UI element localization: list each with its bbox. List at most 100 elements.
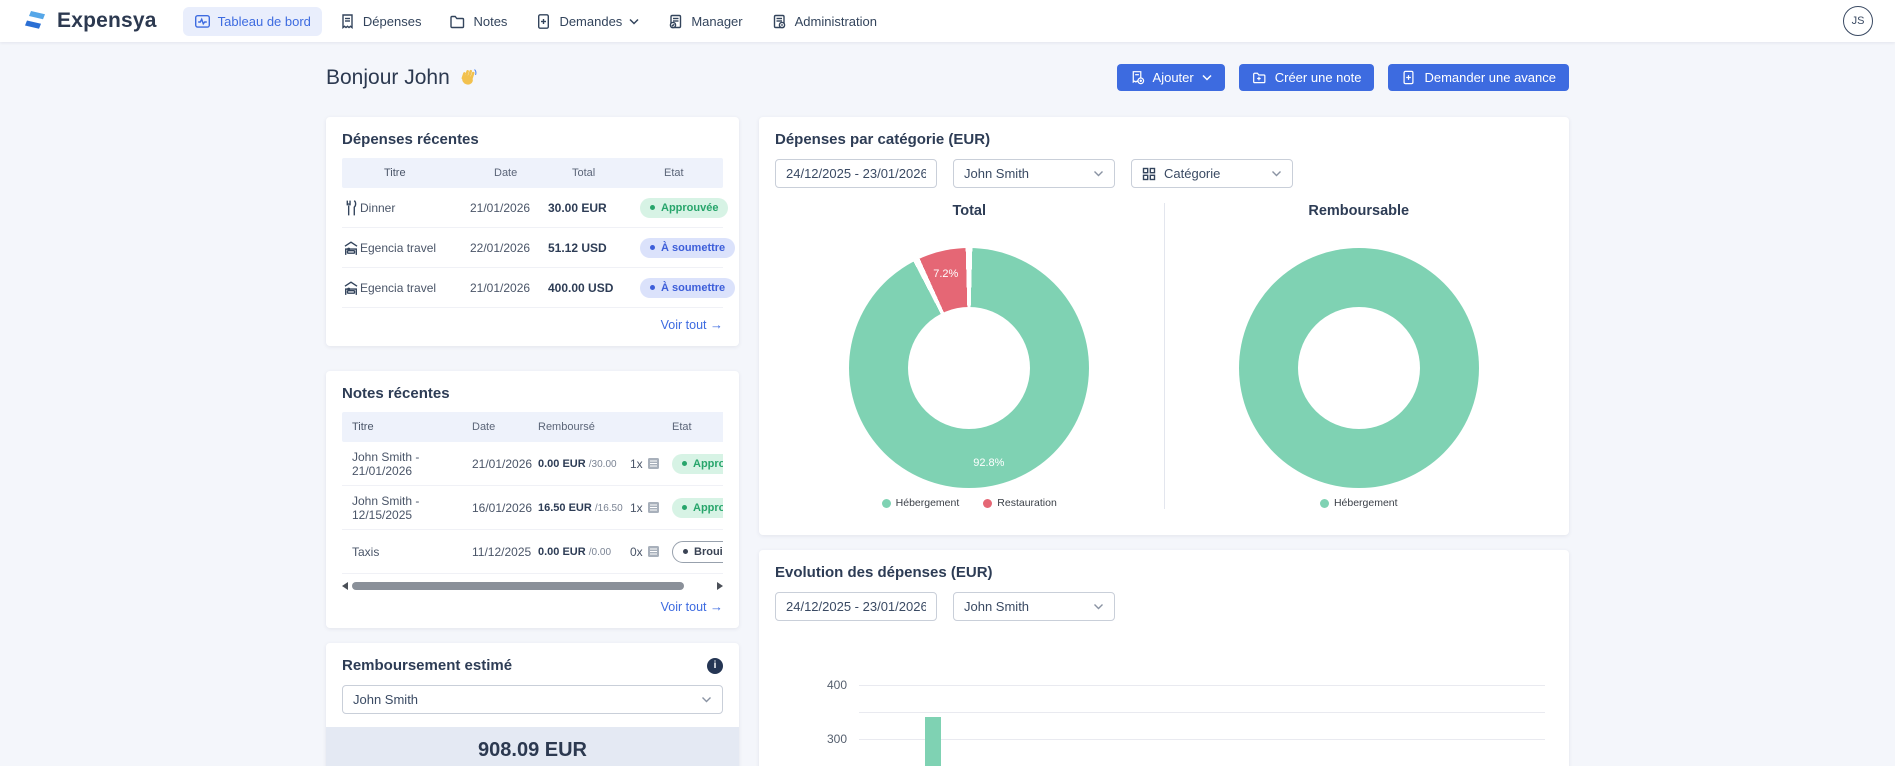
nav-label: Notes: [473, 14, 507, 29]
reimbursable-donut-title: Remboursable: [1308, 203, 1409, 219]
recent-notes-table: Titre Date Remboursé Etat John Smith - 2…: [342, 412, 723, 574]
nav-item-demandes[interactable]: Demandes: [524, 7, 650, 36]
table-row[interactable]: Dinner 21/01/2026 30.00 EUR Approuvée: [342, 188, 723, 228]
expenses-evolution-card: Evolution des dépenses (EUR) John Smith …: [759, 550, 1569, 766]
dashboard-icon: [194, 13, 211, 30]
table-row[interactable]: John Smith - 12/15/2025 16/01/2026 16.50…: [342, 486, 723, 530]
chevron-down-icon: [629, 18, 639, 25]
file-plus-icon: [1401, 70, 1416, 85]
user-avatar[interactable]: JS: [1843, 6, 1873, 36]
evolution-user-select[interactable]: John Smith: [953, 592, 1115, 621]
chevron-down-icon: [701, 696, 712, 703]
info-icon[interactable]: i: [707, 658, 723, 674]
header-actions: Ajouter Créer une note: [1117, 64, 1569, 91]
clipboard-check-icon: [667, 13, 684, 30]
total-donut-chart[interactable]: 7.2% 92.8%: [849, 248, 1089, 488]
nav-item-tableau-de-bord[interactable]: Tableau de bord: [183, 7, 322, 36]
note-title: John Smith - 12/15/2025: [342, 494, 472, 522]
create-note-button[interactable]: Créer une note: [1239, 64, 1375, 91]
reimbursement-user-select[interactable]: John Smith: [342, 685, 723, 714]
selected-user: John Smith: [964, 166, 1029, 181]
status-badge: À soumettre: [640, 238, 735, 258]
nav-item-notes[interactable]: Notes: [438, 7, 518, 36]
legend-item-restauration[interactable]: Restauration: [983, 497, 1057, 509]
hotel-icon: [342, 239, 360, 257]
recent-notes-title: Notes récentes: [342, 385, 723, 402]
expenses-by-category-title: Dépenses par catégorie (EUR): [775, 131, 1553, 148]
hotel-icon: [342, 279, 360, 297]
request-advance-button[interactable]: Demander une avance: [1388, 64, 1569, 91]
estimated-reimbursement-title: Remboursement estimé: [342, 657, 512, 674]
chevron-down-icon: [1093, 170, 1104, 177]
scroll-right-arrow-icon[interactable]: [717, 582, 723, 590]
table-row[interactable]: John Smith - 21/01/2026 21/01/2026 0.00 …: [342, 442, 723, 486]
legend-item-hebergement[interactable]: Hébergement: [1320, 497, 1398, 509]
column-etat: Etat: [672, 421, 723, 433]
add-button[interactable]: Ajouter: [1117, 64, 1225, 91]
column-rembourse: Remboursé: [538, 421, 630, 433]
expense-title: Egencia travel: [360, 241, 470, 255]
nav-label: Administration: [795, 14, 877, 29]
expense-total: 400.00 USD: [548, 281, 640, 295]
waving-hand-icon: [458, 67, 479, 88]
note-count: 1x: [630, 501, 643, 515]
create-note-label: Créer une note: [1275, 70, 1362, 85]
expensya-logo[interactable]: Expensya: [22, 8, 157, 34]
category-user-select[interactable]: John Smith: [953, 159, 1115, 188]
scrollbar-thumb[interactable]: [352, 582, 684, 590]
brand-name: Expensya: [57, 9, 157, 33]
main-content: Bonjour John: [326, 64, 1569, 766]
reimbursable-donut-chart[interactable]: [1239, 248, 1479, 488]
donut-percent-label: 7.2%: [933, 268, 958, 280]
arrow-right-icon: →: [710, 317, 723, 332]
note-title: Taxis: [342, 545, 472, 559]
gridline: [859, 739, 1545, 740]
nav-items: Tableau de bord Dépenses Notes: [183, 7, 888, 36]
nav-item-manager[interactable]: Manager: [656, 7, 753, 36]
donut-percent-label: 92.8%: [973, 457, 1004, 469]
table-header: Titre Date Total Etat: [342, 158, 723, 188]
nav-label: Demandes: [559, 14, 622, 29]
scroll-left-arrow-icon[interactable]: [342, 582, 348, 590]
column-date: Date: [494, 167, 572, 179]
expense-date: 21/01/2026: [470, 201, 548, 215]
column-total: Total: [572, 167, 664, 179]
status-badge: Brouillon: [672, 541, 723, 563]
category-group-select[interactable]: Catégorie: [1131, 159, 1293, 188]
category-date-range-input[interactable]: [775, 159, 937, 188]
total-donut-title: Total: [952, 203, 986, 219]
view-all-notes-link[interactable]: Voir tout →: [342, 599, 723, 614]
table-row[interactable]: Egencia travel 22/01/2026 51.12 USD À so…: [342, 228, 723, 268]
note-date: 21/01/2026: [472, 457, 538, 471]
expense-date: 21/01/2026: [470, 281, 548, 295]
legend-item-hebergement[interactable]: Hébergement: [882, 497, 960, 509]
clipboard-gear-icon: [771, 13, 788, 30]
horizontal-scrollbar[interactable]: [342, 582, 723, 590]
view-all-expenses-link[interactable]: Voir tout →: [342, 317, 723, 332]
table-row[interactable]: Taxis 11/12/2025 0.00 EUR /0.00 0x Broui…: [342, 530, 723, 574]
nav-item-depenses[interactable]: Dépenses: [328, 7, 433, 36]
arrow-right-icon: →: [710, 599, 723, 614]
top-navigation: Expensya Tableau de bord Dépenses: [0, 0, 1895, 42]
chevron-down-icon: [1093, 603, 1104, 610]
receipt-count-icon: [647, 545, 660, 558]
note-date: 16/01/2026: [472, 501, 538, 515]
restaurant-icon: [342, 199, 360, 217]
legend-dot: [882, 499, 891, 508]
recent-expenses-title: Dépenses récentes: [342, 131, 723, 148]
legend-dot: [983, 499, 992, 508]
chevron-down-icon: [1271, 170, 1282, 177]
receipt-count-icon: [647, 457, 660, 470]
total-donut-legend: Hébergement Restauration: [882, 497, 1057, 509]
column-etat: Etat: [664, 167, 723, 179]
estimated-reimbursement-card: Remboursement estimé i John Smith 908.09…: [326, 643, 739, 766]
scrollbar-track[interactable]: [352, 582, 713, 590]
gridline: [859, 685, 1545, 686]
evolution-date-range-input[interactable]: [775, 592, 937, 621]
folder-plus-icon: [1252, 70, 1267, 85]
table-row[interactable]: Egencia travel 21/01/2026 400.00 USD À s…: [342, 268, 723, 308]
note-total: /16.50: [595, 503, 623, 514]
nav-item-administration[interactable]: Administration: [760, 7, 888, 36]
recent-expenses-table: Titre Date Total Etat Dinner: [342, 158, 723, 308]
evolution-bar[interactable]: [925, 717, 941, 766]
